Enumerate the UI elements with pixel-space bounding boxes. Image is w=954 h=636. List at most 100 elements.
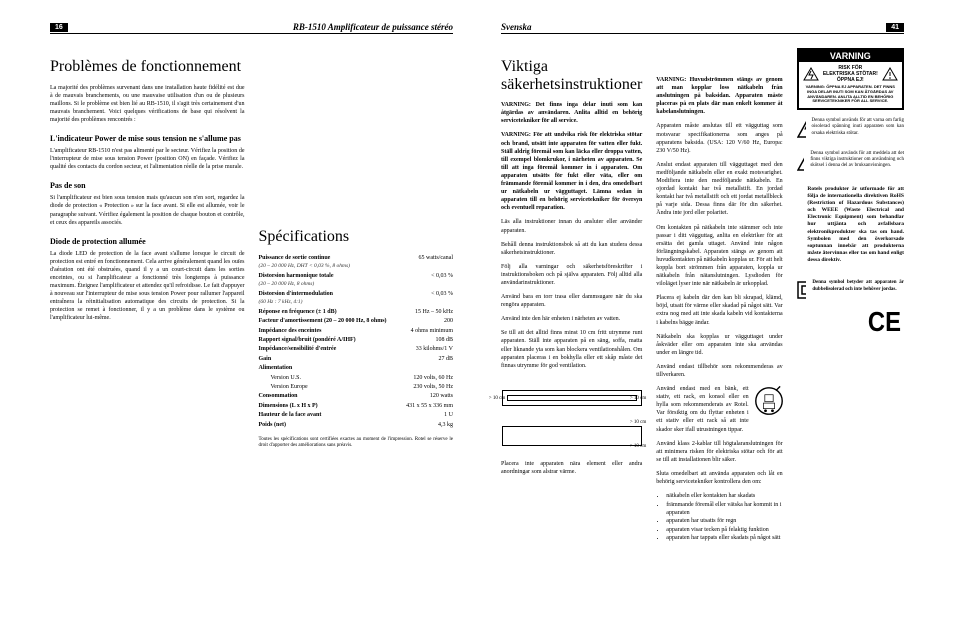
paragraph: Om kontakten på nätkabeln inte stämmer o…	[656, 224, 782, 289]
paragraph: Nätkabeln ska kopplas ur vägguttaget und…	[656, 333, 782, 357]
col1: Viktiga säkerhetsinstruktioner VARNING: …	[501, 48, 642, 542]
list-item: apparaten har utsatts för regn	[666, 517, 782, 525]
paragraph: Använd klass 2-kablar till högtalaranslu…	[656, 440, 782, 464]
paragraph: Sluta omedelbart att använda apparaten o…	[656, 470, 782, 486]
spec-detail: (60 Hz : 7 kHz, 4:1)	[259, 299, 303, 305]
bullet-list: nätkabeln eller kontakten har skadats fr…	[656, 492, 782, 542]
dimension-label: > 10 cm	[489, 396, 505, 401]
icon-caption: Denna symbol används för att meddela att…	[810, 151, 904, 170]
list-item: apparaten har tappats eller skadats på n…	[666, 534, 782, 542]
spec-key: Hauteur de la face avant	[259, 411, 322, 419]
exclaim-triangle-icon	[882, 67, 898, 81]
subheading: Pas de son	[50, 181, 245, 190]
paragraph: VARNING: Huvudströmmen stängs av genom a…	[656, 76, 782, 116]
spec-key: Dimensions (L x H x P)	[259, 402, 318, 410]
left-page: 16 RB-1510 Amplificateur de puissance st…	[50, 22, 453, 542]
col2: VARNING: Huvudströmmen stängs av genom a…	[656, 48, 782, 542]
spec-key: Impédance/sensibilité d'entrée	[259, 345, 337, 353]
page-title: RB-1510 Amplificateur de puissance stéré…	[293, 22, 453, 32]
spec-heading: Spécifications	[259, 228, 454, 246]
right-column: Spécifications Puissance de sortie conti…	[259, 48, 454, 456]
spec-key: Puissance de sortie continue	[259, 255, 331, 261]
warning-title: VARNING	[799, 50, 902, 62]
spec-key: Réponse en fréquence (± 1 dB)	[259, 308, 337, 316]
paragraph: Placera inte apparaten nära element elle…	[501, 460, 642, 476]
spec-detail: (20 – 20 000 Hz, 8 ohms)	[259, 281, 315, 287]
paragraph: Använd endast med en bänk, ett stativ, e…	[656, 385, 748, 434]
weee-bin-icon	[797, 186, 800, 218]
spec-key: Distorsion d'intermodulation	[259, 291, 334, 297]
intro-text: La majorité des problèmes survenant dans…	[50, 84, 245, 124]
spec-val: 431 x 55 x 336 mm	[406, 402, 453, 410]
warning-box: VARNING RISK FÖR ELEKTRISKA STÖTAR! ÖPPN…	[797, 48, 904, 110]
weee-text: Rotels produkter är utformade för att fö…	[807, 186, 904, 265]
double-insulated-note: Denna symbol betyder att apparaten är du…	[797, 280, 904, 300]
cart-tip-icon	[755, 385, 783, 417]
spec-val: 120 volts, 60 Hz	[413, 374, 453, 382]
ce-mark-icon: CE	[868, 306, 901, 338]
list-item: nätkabeln eller kontakten har skadats	[666, 492, 782, 500]
paragraph: VARNING: Det finns inga delar inuti som …	[501, 101, 642, 125]
paragraph: Använd inte den här enheten i närheten a…	[501, 315, 642, 323]
spec-key: Version Europe	[259, 383, 308, 391]
left-column: Problèmes de fonctionnement La majorité …	[50, 48, 245, 456]
spec-val: 4 ohms minimum	[411, 327, 453, 335]
spec-val: 230 volts, 50 Hz	[413, 383, 453, 391]
spec-key: Rapport signal/bruit (pondéré A/IHF)	[259, 336, 356, 344]
spec-val: 1 U	[444, 411, 453, 419]
paragraph: Läs alla instruktioner innan du ansluter…	[501, 218, 642, 234]
dimension-label: > 10 cm	[630, 420, 646, 425]
clearance-diagram: > 10 cm > 10 cm	[501, 390, 642, 406]
spec-key: Distorsion harmonique totale	[259, 273, 334, 279]
spec-key: Poids (net)	[259, 421, 287, 429]
page-header-left: 16 RB-1510 Amplificateur de puissance st…	[50, 22, 453, 34]
page-number: 16	[50, 23, 68, 32]
bolt-triangle-icon	[797, 118, 806, 138]
paragraph: L'amplificateur RB-1510 n'est pas alimen…	[50, 147, 245, 171]
spec-val: 15 Hz – 50 kHz	[415, 308, 453, 316]
page-title: Svenska	[501, 22, 532, 32]
paragraph: VARNING: För att undvika risk för elektr…	[501, 131, 642, 212]
subheading: Diode de protection allumée	[50, 237, 245, 246]
subheading: L'indicateur Power de mise sous tension …	[50, 134, 245, 143]
spec-val: < 0,03 %	[431, 290, 453, 307]
list-item: apparaten visar tecken på felaktig funkt…	[666, 526, 782, 534]
dimension-label: > 10 cm	[630, 444, 646, 449]
paragraph: Behåll denna instruktionsbok så att du k…	[501, 241, 642, 257]
paragraph: La diode LED de protection de la face av…	[50, 250, 245, 323]
spec-val: 200	[444, 317, 453, 325]
clearance-diagram-side: > 10 cm > 10 cm	[501, 426, 642, 446]
spec-val: 33 kilohms/1 V	[416, 345, 453, 353]
spec-val: 108 dB	[435, 336, 453, 344]
page-number: 41	[886, 23, 904, 32]
spec-val: < 0,03 %	[431, 272, 453, 289]
paragraph: Se till att det alltid finns minst 10 cm…	[501, 329, 642, 369]
section-heading: Problèmes de fonctionnement	[50, 58, 245, 76]
ground-text: Denna symbol betyder att apparaten är du…	[812, 280, 904, 294]
double-square-icon	[797, 281, 807, 299]
paragraph: Följ alla varningar och säkerhetsföreskr…	[501, 263, 642, 287]
warning-text: VARNING: ÖPPNA EJ APPARATEN. DET FINNS I…	[803, 85, 898, 104]
paragraph: Använd bara en torr trasa eller dammsuga…	[501, 293, 642, 309]
spec-table: Puissance de sortie continue (20 – 20 000…	[259, 254, 454, 429]
col3-warnings: VARNING RISK FÖR ELEKTRISKA STÖTAR! ÖPPN…	[797, 48, 904, 542]
warning-note: Denna symbol används för att meddela att…	[797, 151, 904, 176]
paragraph: Apparaten måste anslutas till ett väggut…	[656, 122, 782, 154]
dimension-label: > 10 cm	[630, 396, 646, 401]
paragraph: Placera ej kabeln där den kan bli skrapa…	[656, 294, 782, 326]
paragraph: Anslut endast apparaten till vägguttaget…	[656, 161, 782, 218]
bolt-triangle-icon	[803, 67, 819, 81]
weee-notice: Rotels produkter är utformade för att fö…	[797, 186, 904, 271]
spec-key: Gain	[259, 355, 272, 363]
spec-detail: (20 – 20 000 Hz, DHT < 0,03 %, 8 ohms)	[259, 263, 350, 269]
spec-key: Alimentation	[259, 364, 293, 372]
list-item: främmande föremål eller vätska har kommi…	[666, 501, 782, 518]
spec-val: 27 dB	[438, 355, 453, 363]
paragraph: Använd endast tillbehör som rekommendera…	[656, 363, 782, 379]
section-heading: Viktiga säkerhetsinstruktioner	[501, 58, 642, 93]
warning-note: Denna symbol används för att varna om fa…	[797, 118, 904, 143]
spec-key: Consommation	[259, 392, 298, 400]
page-header-right: Svenska 41	[501, 22, 904, 34]
spec-key: Version U.S.	[259, 374, 302, 382]
spec-footnote: Toutes les spécifications sont certifiée…	[259, 437, 454, 450]
